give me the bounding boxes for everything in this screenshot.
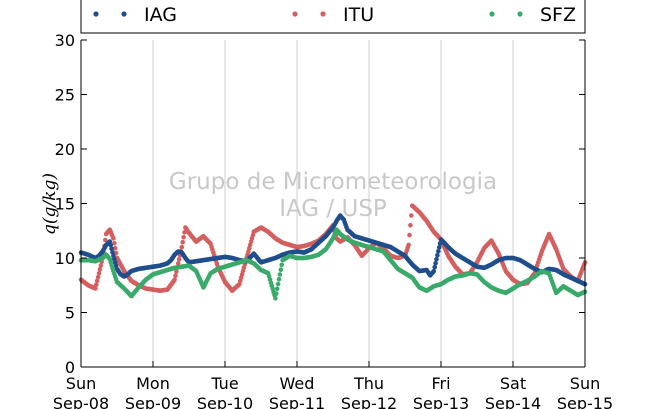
data-point [176,257,182,262]
data-point [407,232,412,238]
legend-label-itu: ITU [343,4,374,26]
data-point [109,246,114,251]
x-tick-label-date: Sep-14 [485,394,541,409]
data-point [409,213,414,218]
data-point [103,237,108,243]
data-point [112,245,118,251]
data-point [175,261,181,266]
data-point [173,273,178,279]
data-point [111,236,116,241]
data-point [97,267,103,272]
x-tick-label-day: Thu [353,374,384,393]
x-tick-label-day: Sun [570,374,600,393]
x-tick-label-date: Sep-12 [341,394,397,409]
data-point [94,278,100,284]
x-tick-label-date: Sep-08 [53,394,109,409]
x-tick-label-date: Sep-09 [125,394,181,409]
data-point [179,244,185,250]
x-tick-label-date: Sep-10 [197,394,253,409]
legend-marker-sfz [489,11,495,17]
watermark-text: Grupo de Micrometeorologia [169,169,497,195]
legend-entry-itu: ITU [292,4,374,26]
data-point [434,256,439,262]
data-point [436,249,441,254]
x-tick-label-date: Sep-15 [557,394,613,409]
data-point [278,267,284,273]
data-point [108,242,113,248]
data-point [277,272,283,277]
y-tick-label: 20 [55,140,75,159]
data-point [432,264,438,270]
x-tick-label-day: Mon [136,374,170,393]
legend-marker-itu [292,11,298,17]
legend-entry-sfz: SFZ [489,4,576,26]
data-point [273,296,278,301]
data-point [279,262,285,268]
data-point [274,286,280,292]
legend-marker-iag [93,11,99,17]
legend-label-sfz: SFZ [540,4,576,26]
data-point [174,269,179,274]
legend-marker-itu [320,11,326,17]
data-point [433,260,438,266]
data-point [276,277,282,282]
data-point [98,263,104,268]
data-point [274,291,279,296]
x-tick-label-date: Sep-11 [269,394,325,409]
data-point [96,271,102,276]
series-sfz [78,227,588,301]
data-point [172,277,177,283]
y-tick-label: 0 [65,358,75,377]
y-axis-label: q(g/kg) [40,173,60,235]
x-tick-label-day: Wed [280,374,315,393]
data-point [431,268,437,274]
data-point [435,253,440,258]
watermark-text: IAG / USP [279,196,387,222]
legend-marker-iag [121,11,127,17]
data-point [107,239,113,244]
data-point [95,274,101,280]
y-tick-label: 25 [55,86,75,105]
legend-label-iag: IAG [144,4,177,26]
data-point [112,241,117,246]
x-tick-label-day: Fri [431,374,450,393]
data-point [275,281,281,287]
data-point [436,245,442,250]
x-tick-label-day: Sun [66,374,96,393]
data-point [110,250,115,255]
y-tick-label: 30 [55,31,75,50]
data-point [181,235,186,240]
legend-marker-sfz [517,11,523,17]
data-point [408,223,413,228]
legend: IAG ITU SFZ [80,0,586,34]
data-point [93,286,98,291]
y-tick-label: 5 [65,304,75,323]
legend-entry-iag: IAG [93,4,177,26]
data-point [94,282,99,288]
legend-frame [80,0,586,34]
data-point [406,242,411,248]
x-tick-label-day: Tue [210,374,238,393]
x-tick-label-date: Sep-13 [413,394,469,409]
y-tick-label: 15 [55,195,75,214]
x-tick-label-day: Sat [500,374,526,393]
data-point [180,239,185,245]
y-tick-label: 10 [55,249,75,268]
